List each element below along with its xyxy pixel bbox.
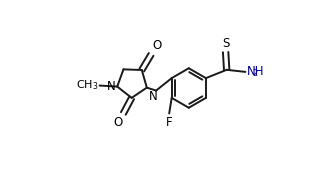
Text: O: O: [152, 39, 161, 52]
Text: CH$_3$: CH$_3$: [76, 79, 98, 92]
Text: N: N: [149, 90, 157, 103]
Text: NH: NH: [246, 65, 264, 78]
Text: N: N: [107, 80, 116, 93]
Text: 2: 2: [252, 69, 257, 78]
Text: S: S: [222, 37, 229, 50]
Text: F: F: [166, 115, 172, 128]
Text: O: O: [113, 115, 122, 128]
